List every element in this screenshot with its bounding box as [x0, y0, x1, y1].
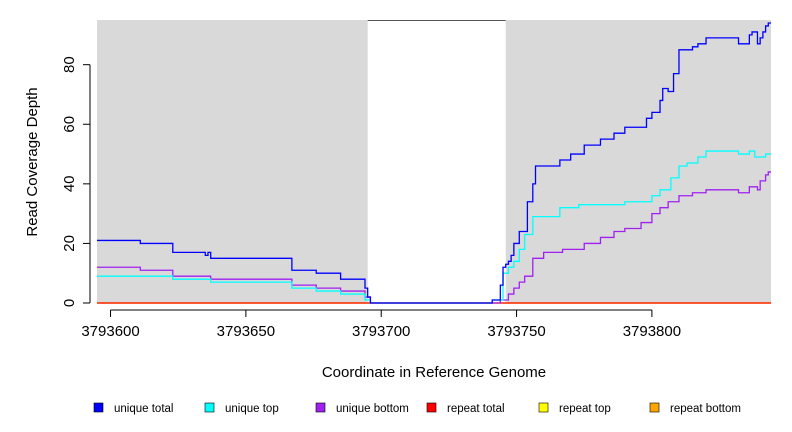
x-tick-label: 3793750: [487, 323, 545, 340]
legend-swatch: [538, 402, 549, 413]
x-tick-label: 3793800: [623, 323, 681, 340]
legend-label: repeat total: [447, 403, 505, 415]
legend-swatch: [426, 402, 437, 413]
series-line-unique-bottom: [97, 171, 771, 304]
x-tick-label: 3793650: [217, 323, 275, 340]
legend-swatch: [649, 402, 660, 413]
series-line-unique-top: [97, 150, 771, 304]
legend-swatch: [204, 402, 215, 413]
y-axis-label: Read Coverage Depth: [24, 87, 41, 236]
legend: unique total unique top unique bottom repea…: [93, 402, 741, 415]
y-tick-label: 20: [61, 235, 78, 252]
x-tick-label: 3793600: [81, 323, 139, 340]
legend-label: unique total: [114, 403, 173, 415]
y-tick-label: 40: [61, 175, 78, 192]
legend-label: repeat bottom: [670, 403, 741, 415]
legend-label: unique bottom: [336, 403, 409, 415]
y-tick-label: 0: [61, 299, 78, 307]
plot-background: [97, 20, 771, 303]
series-lines: [97, 22, 771, 304]
y-tick-label: 80: [61, 56, 78, 73]
shaded-region-right: [505, 20, 771, 303]
legend-swatch: [315, 402, 326, 413]
legend-swatch: [93, 402, 104, 413]
axes: 3793600 3793650 3793700 3793750 3793800 0 20 40…: [61, 56, 681, 340]
legend-label: unique top: [225, 403, 279, 415]
x-tick-label: 3793700: [352, 323, 410, 340]
series-line-unique-total: [97, 22, 771, 304]
y-tick-label: 60: [61, 116, 78, 133]
x-axis-label: Coordinate in Reference Genome: [322, 364, 546, 381]
shaded-region-left: [97, 20, 368, 303]
legend-label: repeat top: [559, 403, 611, 415]
